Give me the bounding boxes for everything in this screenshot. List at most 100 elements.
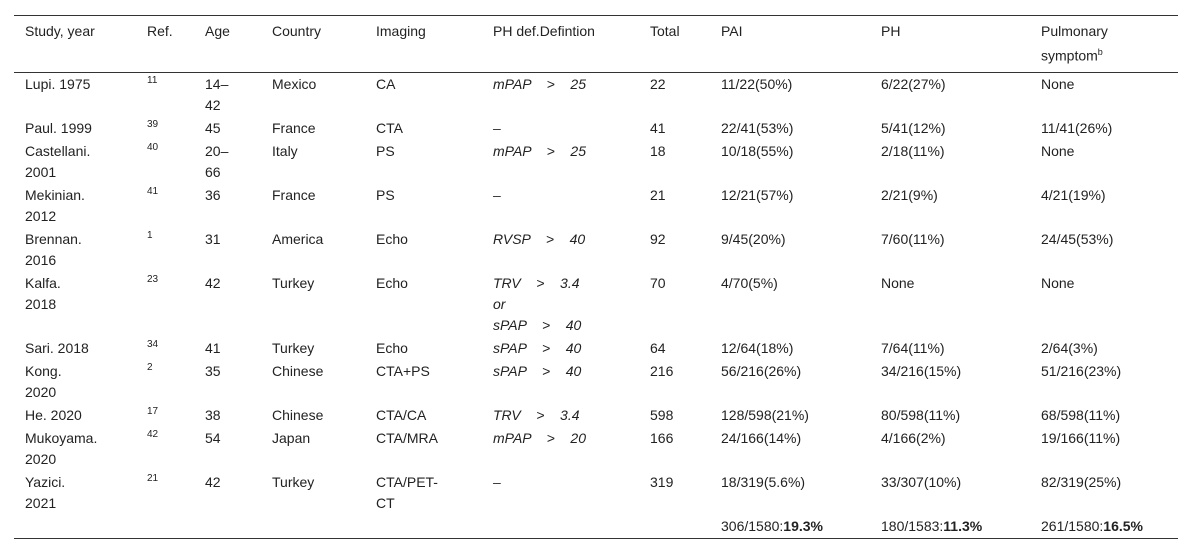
header-cell: Pulmonary symptomb bbox=[1030, 16, 1178, 73]
table-cell: – bbox=[493, 473, 501, 490]
table-cell: CA bbox=[376, 75, 396, 92]
table-cell: Lupi. 1975 bbox=[25, 75, 91, 92]
table-row: Sari. 2018 34 41 Turkey Echo sPAP > 40 64 12/64… bbox=[14, 337, 1178, 360]
table-cell: 41 bbox=[147, 185, 159, 197]
table-cell: 5/41(12%) bbox=[881, 119, 946, 136]
summary-count: 180/1583: bbox=[881, 517, 944, 534]
table-cell: CTA bbox=[376, 119, 403, 136]
table-row: Mukoyama. 2020 42 54 Japan CTA/MRA mPAP > 20 1… bbox=[14, 427, 1178, 471]
summary-count: 261/1580: bbox=[1041, 517, 1104, 534]
table-row: Yazici. 2021 21 42 Turkey CTA/PET- CT – 319 18/… bbox=[14, 471, 1178, 515]
table-cell: Echo bbox=[376, 230, 408, 247]
table-cell: Paul. 1999 bbox=[25, 119, 92, 136]
table-row: Lupi. 1975 11 14– 42 Mexico CA mPAP > 25 22 11/… bbox=[14, 72, 1178, 117]
empty-cell bbox=[194, 515, 261, 539]
table-row: Brennan. 2016 1 31 America Echo RVSP > 40 92 9/… bbox=[14, 228, 1178, 272]
table-body: Lupi. 1975 11 14– 42 Mexico CA mPAP > 25 22 11/… bbox=[14, 72, 1178, 539]
table-cell: 22 bbox=[650, 75, 666, 92]
header-cell: PH bbox=[881, 23, 901, 39]
table-cell: mPAP > 20 bbox=[493, 429, 586, 446]
study-table: Study, year Ref. Age Country Imaging PH def.D… bbox=[14, 15, 1178, 539]
table-cell: 23 bbox=[147, 273, 159, 285]
table-cell: 41 bbox=[205, 339, 221, 356]
table-cell: 17 bbox=[147, 405, 159, 417]
table-cell: Mexico bbox=[272, 75, 317, 92]
empty-cell bbox=[482, 515, 639, 539]
table-cell: 70 bbox=[650, 274, 666, 291]
summary-percent: 16.5% bbox=[1103, 517, 1143, 534]
table-cell: 11 bbox=[147, 74, 158, 86]
table-cell: TRV > 3.4 or sPAP > 40 bbox=[493, 274, 582, 333]
table-cell: 14– 42 bbox=[205, 75, 229, 113]
summary-cell: 306/1580:19.3% bbox=[710, 515, 870, 539]
empty-cell bbox=[261, 515, 365, 539]
table-cell: 2/64(3%) bbox=[1041, 339, 1098, 356]
table-cell: Castellani. 2001 bbox=[25, 142, 91, 180]
table-cell: 19/166(11%) bbox=[1041, 429, 1121, 446]
table-cell: 38 bbox=[205, 406, 221, 423]
table-cell: Turkey bbox=[272, 274, 315, 291]
summary-row: 306/1580:19.3% 180/1583:11.3% 261/1580:16.… bbox=[14, 515, 1178, 539]
empty-cell bbox=[639, 515, 710, 539]
table-row: Kong. 2020 2 35 Chinese CTA+PS sPAP > 40 216 56… bbox=[14, 360, 1178, 404]
table-cell: sPAP > 40 bbox=[493, 339, 582, 356]
table-cell: mPAP > 25 bbox=[493, 142, 586, 159]
table-cell: 40 bbox=[147, 141, 159, 153]
table-cell: 2/18(11%) bbox=[881, 142, 945, 159]
table-cell: 92 bbox=[650, 230, 666, 247]
table-cell: 128/598(21%) bbox=[721, 406, 809, 423]
table-cell: 34 bbox=[147, 338, 159, 350]
table-cell: 22/41(53%) bbox=[721, 119, 794, 136]
table-cell: Sari. 2018 bbox=[25, 339, 89, 356]
table-cell: 598 bbox=[650, 406, 674, 423]
header-cell: Ref. bbox=[147, 23, 173, 39]
summary-percent: 11.3% bbox=[943, 517, 983, 534]
summary-count: 306/1580: bbox=[721, 517, 784, 534]
header-cell: Age bbox=[205, 23, 230, 39]
table-cell: 18/319(5.6%) bbox=[721, 473, 806, 490]
table-cell: 51/216(23%) bbox=[1041, 362, 1122, 379]
header-cell: Imaging bbox=[376, 23, 426, 39]
table-cell: 33/307(10%) bbox=[881, 473, 962, 490]
table-cell: 12/21(57%) bbox=[721, 186, 794, 203]
table-cell: France bbox=[272, 119, 316, 136]
table-cell: 35 bbox=[205, 362, 221, 379]
table-cell: Chinese bbox=[272, 406, 324, 423]
table-cell: 24/45(53%) bbox=[1041, 230, 1114, 247]
table-cell: 216 bbox=[650, 362, 674, 379]
table-cell: Turkey bbox=[272, 339, 315, 356]
table-cell: CTA/MRA bbox=[376, 429, 438, 446]
summary-cell: 261/1580:16.5% bbox=[1030, 515, 1178, 539]
header-cell: Study, year bbox=[25, 23, 95, 39]
header-cell: Total bbox=[650, 23, 680, 39]
table-cell: sPAP > 40 bbox=[493, 362, 582, 379]
table-cell: 2 bbox=[147, 361, 153, 373]
table-cell: 42 bbox=[205, 274, 221, 291]
table-cell: PS bbox=[376, 142, 395, 159]
table-cell: Echo bbox=[376, 339, 408, 356]
table-cell: 39 bbox=[147, 118, 159, 130]
table-cell: Turkey bbox=[272, 473, 315, 490]
table-cell: None bbox=[1041, 142, 1075, 159]
table-cell: 80/598(11%) bbox=[881, 406, 961, 423]
table-cell: – bbox=[493, 186, 501, 203]
table-cell: 6/22(27%) bbox=[881, 75, 946, 92]
table-cell: 21 bbox=[147, 472, 159, 484]
table-cell: 54 bbox=[205, 429, 221, 446]
table-cell: Mukoyama. 2020 bbox=[25, 429, 98, 467]
table-cell: CTA/CA bbox=[376, 406, 427, 423]
table-cell: None bbox=[1041, 75, 1075, 92]
table-cell: 41 bbox=[650, 119, 666, 136]
table-cell: Mekinian. 2012 bbox=[25, 186, 85, 224]
table-cell: 36 bbox=[205, 186, 221, 203]
table-cell: 20– 66 bbox=[205, 142, 229, 180]
table-row: Mekinian. 2012 41 36 France PS – 21 12/21(57%) 2… bbox=[14, 184, 1178, 228]
header-row: Study, year Ref. Age Country Imaging PH def.D… bbox=[14, 15, 1178, 73]
table-cell: mPAP > 25 bbox=[493, 75, 586, 92]
empty-cell bbox=[136, 515, 194, 539]
empty-cell bbox=[365, 515, 482, 539]
table-row: Paul. 1999 39 45 France CTA – 41 22/41(53%) 5/41… bbox=[14, 117, 1178, 140]
table-cell: 56/216(26%) bbox=[721, 362, 802, 379]
table-cell: 4/21(19%) bbox=[1041, 186, 1106, 203]
table-cell: 4/70(5%) bbox=[721, 274, 778, 291]
